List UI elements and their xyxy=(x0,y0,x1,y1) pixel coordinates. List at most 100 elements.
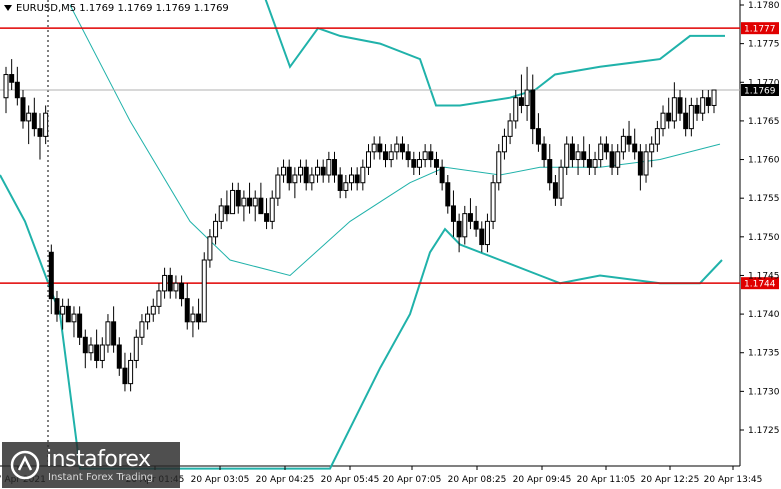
candle-body xyxy=(643,151,649,176)
candle-body xyxy=(456,220,462,238)
candle-body xyxy=(445,182,451,207)
time-tick-label: 20 Apr 09:45 xyxy=(513,475,572,485)
candle xyxy=(535,113,541,152)
current-price-tag xyxy=(741,84,779,96)
candle-body xyxy=(683,112,689,130)
level-price-label: 1.1744 xyxy=(744,280,776,290)
candle xyxy=(450,190,456,237)
collapse-arrow-icon[interactable] xyxy=(4,5,12,11)
candle-body xyxy=(349,174,355,184)
candle-body xyxy=(179,282,185,300)
price-tick-label: 1.1740 xyxy=(748,310,780,320)
candle xyxy=(666,97,672,129)
candle xyxy=(332,151,338,183)
candle xyxy=(65,298,71,323)
candle-body xyxy=(433,159,439,168)
candle xyxy=(518,74,524,114)
price-tick-label: 1.1725 xyxy=(748,426,780,436)
candle xyxy=(615,144,621,175)
candle-body xyxy=(281,166,287,176)
candle xyxy=(269,190,275,230)
candle xyxy=(530,74,536,145)
candle-body xyxy=(411,159,417,168)
candle xyxy=(82,329,88,369)
candle-body xyxy=(343,182,349,191)
upper-band-line xyxy=(264,0,725,107)
candle-body xyxy=(88,344,94,354)
candle-body xyxy=(320,166,326,176)
candle xyxy=(133,329,139,369)
candle-body xyxy=(14,81,20,99)
candle-body xyxy=(501,135,507,153)
candle-body xyxy=(99,344,105,361)
candle-body xyxy=(105,321,111,346)
candle-body xyxy=(615,151,621,168)
candle-body xyxy=(479,228,485,246)
candle xyxy=(190,306,196,338)
candle xyxy=(603,136,609,160)
candle-body xyxy=(156,290,162,307)
candle xyxy=(377,136,383,160)
candle xyxy=(139,314,145,345)
candle-body xyxy=(530,89,536,130)
candle-body xyxy=(496,151,502,184)
candle xyxy=(264,198,270,230)
candle-body xyxy=(428,151,434,161)
candle-body xyxy=(167,274,173,292)
candle xyxy=(660,105,666,137)
candle-body xyxy=(541,143,547,161)
candle xyxy=(20,90,26,129)
candle-body xyxy=(111,321,117,346)
candle xyxy=(309,167,315,191)
candle xyxy=(626,120,632,152)
symbol-quote: EURUSD,M5 1.1769 1.1769 1.1769 1.1769 xyxy=(16,3,229,14)
candle xyxy=(179,275,185,307)
candle-body xyxy=(671,97,677,122)
candle-body xyxy=(694,104,700,114)
candle-body xyxy=(564,143,570,168)
candle-body xyxy=(490,182,496,222)
candle xyxy=(484,213,490,253)
candle xyxy=(405,144,411,168)
candle xyxy=(184,283,190,330)
candle-body xyxy=(705,97,711,106)
candle xyxy=(201,252,207,323)
candle xyxy=(558,159,564,206)
candle xyxy=(26,105,32,145)
candle xyxy=(207,229,213,268)
price-tick-label: 1.1770 xyxy=(748,78,780,88)
symbol-header: EURUSD,M5 1.1769 1.1769 1.1769 1.1769 xyxy=(4,3,229,14)
candle-body xyxy=(65,305,71,323)
candle-body xyxy=(524,89,530,106)
candle-body xyxy=(94,344,100,361)
candle xyxy=(196,298,202,330)
candle xyxy=(235,182,241,214)
candle-body xyxy=(207,236,213,261)
candle xyxy=(9,59,15,90)
candle xyxy=(349,167,355,191)
time-tick-label: 20 Apr 08:25 xyxy=(448,475,507,485)
candle xyxy=(258,182,264,215)
candle xyxy=(365,144,371,175)
candle xyxy=(496,144,502,191)
candle-body xyxy=(547,159,553,184)
candle xyxy=(609,144,615,175)
candle xyxy=(490,175,496,230)
candle xyxy=(467,198,473,230)
candle xyxy=(513,90,519,129)
candle-body xyxy=(632,143,638,153)
price-tick-label: 1.1755 xyxy=(748,194,780,204)
candle-body xyxy=(150,305,156,315)
candle xyxy=(422,144,428,168)
candle xyxy=(298,159,304,183)
candle xyxy=(360,159,366,191)
candle-body xyxy=(666,112,672,122)
candle-body xyxy=(315,166,321,176)
candle-body xyxy=(275,174,281,199)
candle xyxy=(569,136,575,168)
candle xyxy=(150,298,156,322)
candle xyxy=(524,66,530,121)
candle-body xyxy=(71,313,77,323)
candle-body xyxy=(467,213,473,222)
candle xyxy=(586,144,592,175)
